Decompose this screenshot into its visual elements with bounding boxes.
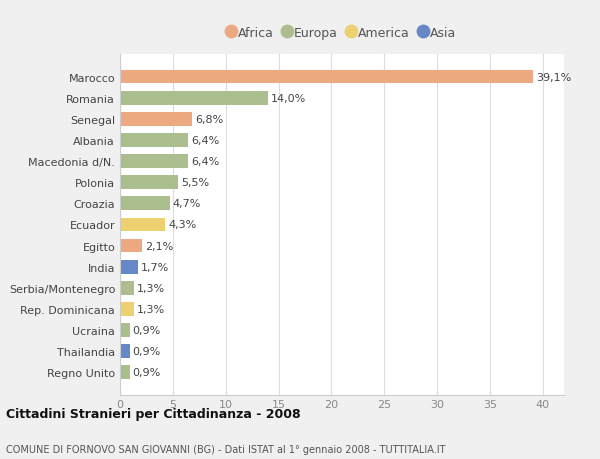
- Text: 1,3%: 1,3%: [137, 283, 165, 293]
- Text: 39,1%: 39,1%: [536, 73, 572, 82]
- Bar: [120, 112, 192, 126]
- Bar: [120, 302, 134, 316]
- Bar: [120, 134, 188, 147]
- Bar: [120, 281, 134, 295]
- Text: 0,9%: 0,9%: [133, 347, 161, 356]
- Text: COMUNE DI FORNOVO SAN GIOVANNI (BG) - Dati ISTAT al 1° gennaio 2008 - TUTTITALIA: COMUNE DI FORNOVO SAN GIOVANNI (BG) - Da…: [6, 444, 445, 454]
- Bar: [120, 324, 130, 337]
- Text: 4,3%: 4,3%: [169, 220, 197, 230]
- Text: 1,7%: 1,7%: [141, 262, 169, 272]
- Text: 0,9%: 0,9%: [133, 325, 161, 335]
- Bar: [120, 71, 533, 84]
- Text: Cittadini Stranieri per Cittadinanza - 2008: Cittadini Stranieri per Cittadinanza - 2…: [6, 407, 301, 420]
- Text: 4,7%: 4,7%: [173, 199, 201, 209]
- Text: 6,8%: 6,8%: [195, 115, 223, 124]
- Text: 0,9%: 0,9%: [133, 368, 161, 377]
- Bar: [120, 366, 130, 379]
- Bar: [120, 345, 130, 358]
- Text: 1,3%: 1,3%: [137, 304, 165, 314]
- Bar: [120, 155, 188, 168]
- Text: 2,1%: 2,1%: [145, 241, 173, 251]
- Bar: [120, 176, 178, 190]
- Bar: [120, 260, 138, 274]
- Bar: [120, 239, 142, 253]
- Text: 6,4%: 6,4%: [191, 157, 219, 167]
- Bar: [120, 92, 268, 105]
- Text: 6,4%: 6,4%: [191, 135, 219, 146]
- Bar: [120, 197, 170, 211]
- Text: 5,5%: 5,5%: [181, 178, 209, 188]
- Text: 14,0%: 14,0%: [271, 94, 307, 103]
- Legend: Africa, Europa, America, Asia: Africa, Europa, America, Asia: [226, 24, 458, 42]
- Bar: [120, 218, 166, 232]
